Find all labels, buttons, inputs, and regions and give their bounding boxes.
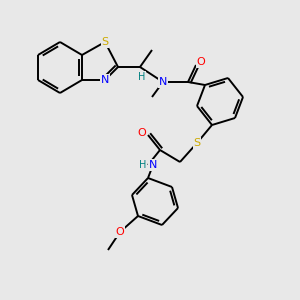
Text: N: N [101,75,109,85]
Text: H: H [139,160,147,170]
Text: S: S [194,138,201,148]
Text: O: O [138,128,146,138]
Text: O: O [116,227,124,237]
Text: H: H [138,72,146,82]
Text: N: N [159,77,167,87]
Text: N: N [149,160,157,170]
Text: S: S [101,37,109,47]
Text: O: O [196,57,206,67]
